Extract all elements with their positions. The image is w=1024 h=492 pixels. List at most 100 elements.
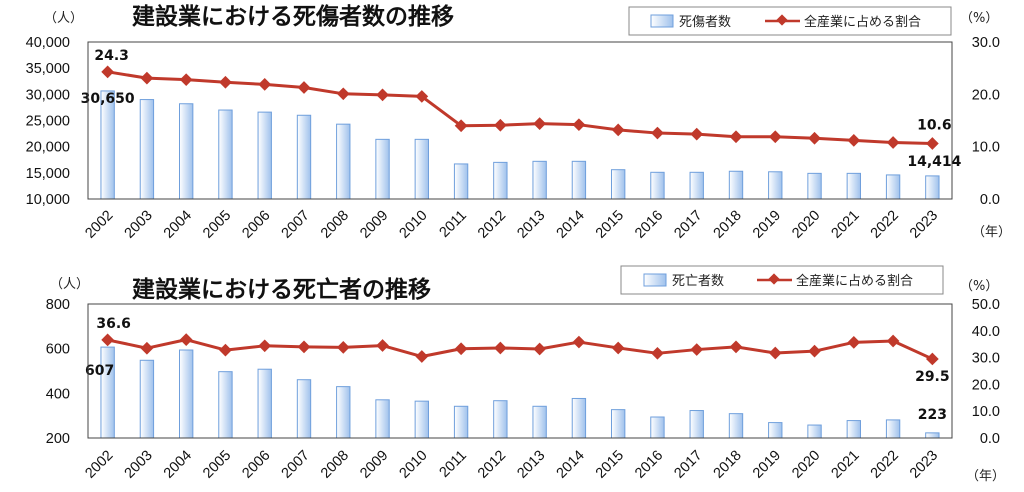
x-tick-label: 2016 [632, 208, 666, 242]
y2-tick-label: 20.0 [972, 87, 1000, 103]
line-series [101, 333, 939, 366]
x-tick-label: 2010 [397, 448, 431, 482]
bar [493, 161, 508, 200]
right-axis: 0.0 10.0 20.0 30.0 [972, 35, 1000, 208]
bar [807, 172, 822, 200]
data-label: 223 [918, 407, 947, 423]
chart-fatalities: 建設業における死亡者の推移 （人） （%） （年） 死亡者数 全産業に占める割合… [46, 265, 1005, 484]
line-point [847, 335, 861, 349]
line-point [179, 333, 193, 347]
bar [532, 405, 547, 439]
bar [925, 432, 940, 439]
y-tick-label: 600 [46, 342, 70, 358]
line-point [886, 334, 900, 348]
y-tick-label: 30,000 [26, 87, 70, 103]
x-tick-label: 2023 [907, 448, 941, 482]
x-tick-label: 2022 [868, 448, 902, 482]
series-line [107, 70, 933, 146]
x-tick-label: 2010 [397, 208, 431, 242]
line-point [690, 127, 704, 141]
bar [925, 175, 940, 200]
line-point [376, 339, 389, 352]
bar [414, 138, 429, 200]
right-axis-unit: （%） [960, 279, 998, 294]
line-point [925, 352, 939, 366]
y2-tick-label: 10.0 [972, 404, 1000, 420]
data-label: 36.6 [96, 316, 131, 332]
line-point [179, 73, 193, 87]
data-label: 10.6 [917, 118, 952, 134]
line-point [651, 126, 664, 140]
bar [336, 123, 351, 200]
y-tick-label: 20,000 [26, 140, 70, 156]
bar [885, 419, 901, 439]
bar [493, 400, 508, 439]
bar [689, 171, 704, 200]
line-point [219, 343, 232, 357]
line-point [219, 75, 232, 89]
x-tick-label: 2016 [632, 448, 666, 482]
x-tick-label: 2004 [161, 448, 195, 482]
bar [218, 371, 233, 439]
bar [846, 420, 861, 439]
left-axis: 200 400 600 800 [46, 297, 70, 447]
left-axis-unit: （人） [44, 11, 83, 26]
bar [611, 409, 626, 439]
line-point [808, 131, 821, 145]
line-point [768, 346, 782, 360]
line-point [454, 342, 468, 356]
line-point [140, 341, 154, 355]
bar [139, 99, 155, 200]
line-point [886, 136, 900, 149]
x-tick-label: 2014 [554, 448, 588, 482]
left-axis: 10,000 15,000 20,000 25,000 30,000 35,000 40,0… [26, 35, 70, 208]
y2-tick-label: 30.0 [972, 351, 1000, 367]
line-point [729, 130, 743, 144]
legend: 死亡者数 全産業に占める割合 [620, 265, 944, 295]
legend-bar-swatch [650, 14, 674, 28]
line-point [297, 340, 311, 354]
line-point [729, 340, 743, 354]
x-axis: 2002 2003 2004 2005 2006 2007 2008 2009 2010 2011… [82, 208, 941, 242]
line-point [376, 88, 389, 102]
x-axis-unit: （年） [972, 225, 1011, 240]
x-tick-label: 2012 [475, 208, 509, 242]
x-tick-label: 2008 [318, 208, 352, 242]
x-tick-label: 2014 [554, 208, 588, 242]
x-tick-label: 2003 [122, 208, 156, 242]
bar [689, 410, 704, 439]
legend-line-marker [768, 273, 780, 285]
line-point [415, 90, 429, 103]
chart-title: 建設業における死傷者数の推移 [132, 3, 454, 30]
bar [375, 138, 390, 200]
x-tick-label: 2021 [829, 448, 863, 482]
y2-tick-label: 40.0 [972, 324, 1000, 340]
line-point [611, 123, 625, 137]
legend: 死傷者数 全産業に占める割合 [628, 6, 952, 36]
data-label: 14,414 [907, 154, 961, 170]
bar [375, 399, 390, 439]
line-point [533, 342, 547, 356]
x-tick-label: 2023 [907, 208, 941, 242]
bar [728, 170, 744, 200]
x-tick-label: 2011 [437, 208, 470, 241]
data-labels: 30,650 14,414 24.3 10.6 [81, 48, 962, 170]
x-tick-label: 2002 [82, 208, 116, 242]
x-tick-label: 2006 [239, 208, 273, 242]
x-tick-label: 2017 [671, 448, 705, 482]
x-tick-label: 2009 [357, 448, 391, 482]
x-tick-label: 2018 [711, 448, 745, 482]
bar [571, 397, 587, 439]
bar [453, 405, 469, 439]
x-tick-label: 2012 [475, 448, 509, 482]
data-label: 24.3 [94, 48, 129, 64]
line-point [493, 118, 507, 132]
bar [768, 422, 783, 439]
y-tick-label: 15,000 [26, 166, 70, 182]
x-tick-label: 2005 [200, 448, 234, 482]
bar [179, 103, 194, 200]
bar [885, 174, 901, 200]
chart-title: 建設業における死亡者の推移 [132, 276, 431, 303]
bar [296, 114, 312, 200]
